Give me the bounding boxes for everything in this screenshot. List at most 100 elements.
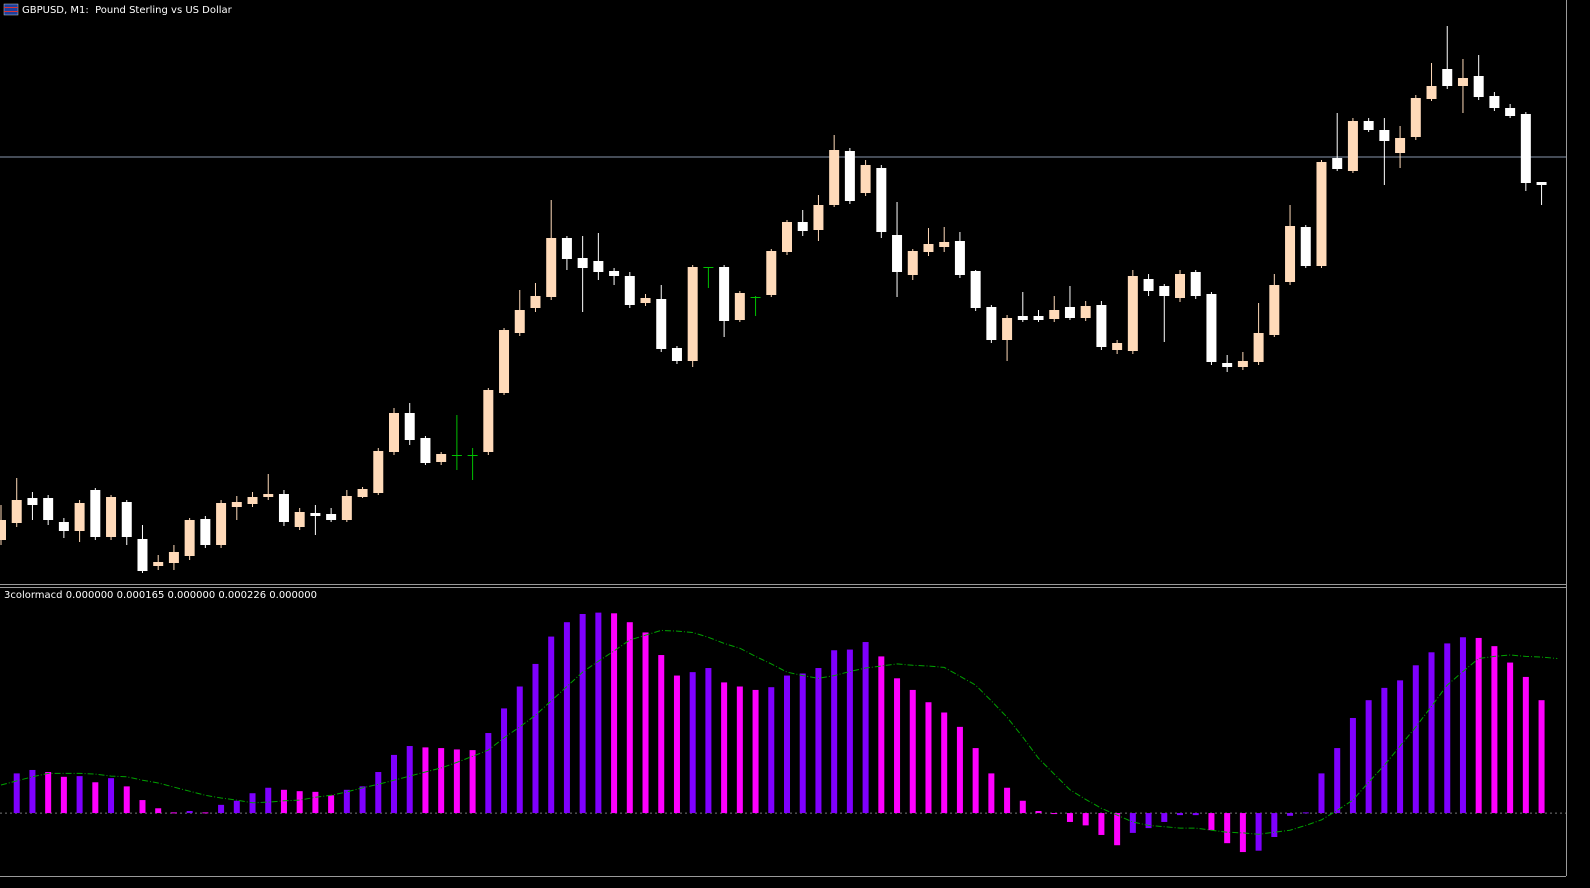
histogram-bar — [1035, 811, 1042, 814]
histogram-bar — [469, 750, 476, 814]
histogram-bar — [611, 613, 618, 814]
candle-body — [1222, 363, 1233, 367]
histogram-bar — [76, 776, 83, 814]
histogram-bar — [563, 622, 570, 814]
histogram-bar — [941, 712, 948, 814]
candle-body — [1300, 227, 1311, 266]
histogram-bar — [45, 772, 52, 814]
candle-body — [200, 519, 211, 545]
chart-title: GBPUSD, M1: Pound Sterling vs US Dollar — [22, 5, 233, 16]
histogram-bar — [1192, 813, 1199, 816]
candle-body — [373, 451, 384, 493]
histogram-bar — [1177, 813, 1183, 816]
candle-body — [530, 296, 541, 308]
histogram-bar — [123, 786, 130, 814]
candle-body — [514, 310, 525, 333]
candle-body — [1206, 294, 1217, 362]
signal-line — [0, 629, 1558, 835]
candle-body — [1002, 318, 1013, 340]
candle-body — [1395, 138, 1406, 153]
candle-body — [1269, 285, 1280, 335]
candle-body — [797, 222, 808, 231]
histogram-bar — [1365, 700, 1372, 814]
candle-body — [766, 251, 777, 295]
histogram-bar — [516, 686, 523, 814]
candle-body — [970, 271, 981, 308]
histogram-bar — [139, 800, 146, 814]
candle-body — [43, 498, 54, 520]
candle-body — [907, 251, 918, 275]
histogram-bar — [1318, 773, 1325, 814]
histogram-bar — [1004, 787, 1011, 814]
histogram-bar — [721, 682, 728, 814]
histogram-bar — [1208, 813, 1215, 831]
histogram-bar — [1239, 813, 1246, 853]
histogram-bar — [218, 804, 225, 814]
candle-body — [74, 503, 85, 531]
histogram-bar — [846, 649, 853, 814]
histogram-bar — [155, 808, 162, 814]
candle-body — [829, 150, 840, 205]
histogram-bar — [312, 791, 319, 814]
candle-body — [451, 455, 462, 456]
histogram-bar — [485, 733, 492, 814]
histogram-bar — [280, 789, 287, 814]
histogram-bar — [233, 800, 240, 814]
histogram-bar — [328, 795, 335, 814]
histogram-bar — [438, 748, 445, 814]
candle-body — [436, 454, 447, 462]
candle-body — [1426, 86, 1437, 99]
candle-body — [1379, 130, 1390, 141]
histogram-bar — [422, 747, 429, 814]
candle-body — [892, 235, 903, 272]
candle-body — [1112, 343, 1123, 350]
histogram-bar — [1224, 813, 1231, 844]
candle-body — [546, 238, 557, 297]
candle-body — [404, 413, 415, 440]
symbol-icon — [3, 3, 19, 16]
candle-body — [153, 562, 164, 566]
candle-body — [1064, 307, 1075, 318]
histogram-bar — [736, 686, 743, 814]
candle-body — [609, 271, 620, 276]
candle-body — [420, 438, 431, 463]
candle-body — [860, 165, 871, 193]
histogram-bar — [1271, 813, 1278, 838]
candle-body — [1049, 310, 1060, 319]
histogram-bar — [60, 776, 67, 814]
histogram-bar — [705, 668, 712, 814]
candle-body — [1347, 121, 1358, 171]
histogram-bar — [1381, 687, 1388, 814]
candle-body — [671, 348, 682, 361]
candle-body — [593, 261, 604, 272]
histogram-bar — [13, 773, 20, 814]
histogram-bar — [1255, 813, 1262, 851]
candle-body — [1473, 76, 1484, 97]
histogram-bar — [1129, 813, 1136, 833]
candle-body — [1237, 361, 1248, 367]
histogram-bar — [1475, 637, 1482, 814]
candle-body — [341, 496, 352, 520]
histogram-bar — [909, 689, 916, 814]
candle-body — [1253, 333, 1264, 362]
histogram-bar — [972, 748, 979, 814]
histogram-bar — [406, 746, 413, 814]
candle-body — [1143, 279, 1154, 291]
candle-body — [1159, 286, 1170, 296]
candle-body — [27, 498, 38, 505]
candle-body — [844, 151, 855, 201]
histogram-bar — [642, 632, 649, 814]
histogram-bar — [1444, 643, 1451, 814]
candle-body — [1505, 108, 1516, 116]
histogram-bar — [1428, 652, 1435, 814]
candle-body — [1033, 316, 1044, 320]
histogram-bar — [1491, 646, 1498, 814]
candle-body — [656, 299, 667, 349]
histogram-bar — [752, 689, 759, 814]
candle-body — [954, 241, 965, 275]
candle-body — [263, 494, 274, 497]
candle-body — [1442, 69, 1453, 86]
candle-body — [483, 390, 494, 452]
candle-body — [577, 258, 588, 268]
